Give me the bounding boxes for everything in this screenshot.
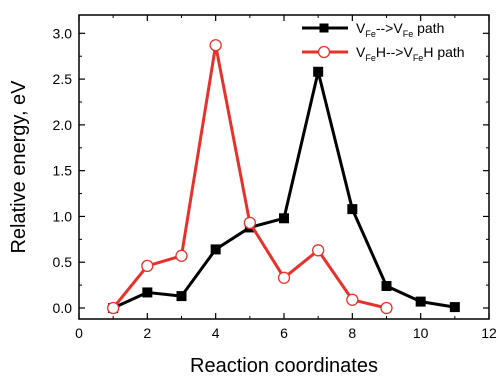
series-1-point [176,291,187,302]
axis-ticks: 0 2 4 6 8 10 12 0.0 0.5 1.0 1.5 2.0 2.5 3.0 [53,15,497,341]
series-1-point [381,281,392,292]
x-tick-label: 6 [280,325,288,341]
series-1-point [210,244,221,255]
series-layer [107,39,460,315]
x-tick-label: 8 [348,325,356,341]
series-2-point [243,216,256,230]
y-tick-label: 0.5 [53,254,73,270]
x-tick-label: 0 [75,325,83,341]
series-1-point [449,302,460,313]
y-tick-label: 1.0 [53,208,73,224]
series-1-point [279,213,289,224]
series-2-point [209,39,222,52]
y-tick-label: 0.0 [53,300,73,316]
series-2-point [141,259,154,273]
series-1-point [415,296,426,307]
legend-marker-series-2 [317,45,331,59]
x-tick-label: 12 [481,325,497,341]
series-1-point [347,204,358,215]
y-tick-label: 3.0 [53,25,73,41]
x-tick-label: 4 [212,325,220,341]
x-axis-title: Reaction coordinates [190,355,378,377]
series-2-point [346,293,359,306]
legend-label-series-1: VFe-->VFe path [356,20,444,39]
series-2-point [380,301,393,315]
y-tick-label: 2.0 [53,117,73,133]
x-tick-label: 2 [143,325,151,341]
series-1-point [313,66,324,77]
legend-label-series-2: VFeH-->VFeH path [356,44,465,63]
y-axis-title: Relative energy, eV [8,80,30,254]
series-2-point [312,244,325,257]
y-tick-label: 1.5 [53,163,73,179]
series-2-point [107,301,120,315]
series-1-point [142,287,153,298]
x-tick-label: 10 [413,325,429,341]
y-tick-label: 2.5 [53,71,73,87]
legend: VFe-->VFe path VFeH-->VFeH path [302,20,465,63]
series-2-point [175,249,188,262]
series-2-point [277,271,291,284]
legend-marker-series-1 [319,23,329,33]
